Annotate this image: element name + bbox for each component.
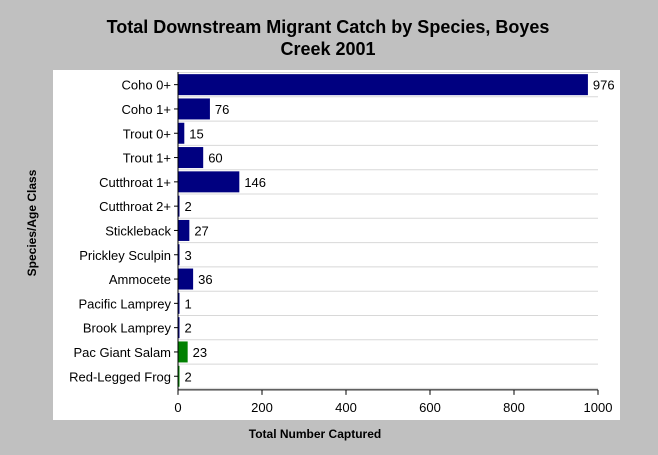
category-label: Brook Lamprey <box>83 321 172 336</box>
category-label: Pac Giant Salam <box>73 345 171 360</box>
chart-title-line2: Creek 2001 <box>280 39 375 59</box>
bar-pac-giant-salam <box>178 341 188 363</box>
data-label: 2 <box>185 321 192 336</box>
bar-prickley-sculpin <box>178 244 180 266</box>
bar-pacific-lamprey <box>178 292 180 314</box>
plot-area <box>53 70 620 420</box>
category-label: Cutthroat 1+ <box>99 175 171 190</box>
axes <box>174 72 599 395</box>
data-label: 1 <box>185 296 192 311</box>
data-label: 76 <box>215 102 229 117</box>
bar-ammocete <box>178 268 194 290</box>
gridlines <box>178 72 598 389</box>
category-label: Coho 1+ <box>121 102 171 117</box>
x-tick-label: 600 <box>419 400 441 415</box>
category-label: Trout 0+ <box>123 126 171 141</box>
x-tick-label: 200 <box>251 400 273 415</box>
x-axis-title: Total Number Captured <box>249 427 381 441</box>
x-tick-label: 400 <box>335 400 357 415</box>
data-label: 15 <box>189 126 203 141</box>
bars <box>178 74 588 387</box>
bar-brook-lamprey <box>178 317 180 339</box>
data-label: 27 <box>194 223 208 238</box>
data-label: 36 <box>198 272 212 287</box>
data-label: 976 <box>593 78 615 93</box>
data-label: 2 <box>185 369 192 384</box>
x-tick-label: 800 <box>503 400 525 415</box>
x-tick-labels: 0 200 400 600 800 1000 <box>174 400 612 415</box>
data-label: 23 <box>193 345 207 360</box>
bar-coho-0- <box>178 74 588 96</box>
y-axis-title: Species/Age Class <box>25 169 39 276</box>
data-label: 146 <box>244 175 266 190</box>
data-label: 3 <box>185 248 192 263</box>
chart-title-line1: Total Downstream Migrant Catch by Specie… <box>107 17 550 37</box>
data-label: 2 <box>185 199 192 214</box>
category-label: Pacific Lamprey <box>79 296 172 311</box>
bar-cutthroat-1- <box>178 171 240 193</box>
x-tick-label: 0 <box>174 400 181 415</box>
category-label: Stickleback <box>105 223 171 238</box>
bar-trout-0- <box>178 122 185 144</box>
category-label: Coho 0+ <box>121 78 171 93</box>
x-tick-label: 1000 <box>584 400 613 415</box>
data-label: 60 <box>208 151 222 166</box>
category-label: Red-Legged Frog <box>69 369 171 384</box>
category-label: Ammocete <box>109 272 171 287</box>
category-label: Cutthroat 2+ <box>99 199 171 214</box>
category-label: Trout 1+ <box>123 151 171 166</box>
category-label: Prickley Sculpin <box>79 248 171 263</box>
bar-trout-1- <box>178 147 204 169</box>
category-labels: Coho 0+ Coho 1+ Trout 0+ Trout 1+ Cutthroat … <box>69 78 171 385</box>
bar-stickleback <box>178 219 190 241</box>
bar-coho-1- <box>178 98 210 120</box>
bar-red-legged-frog <box>178 365 180 387</box>
bar-cutthroat-2- <box>178 195 180 217</box>
